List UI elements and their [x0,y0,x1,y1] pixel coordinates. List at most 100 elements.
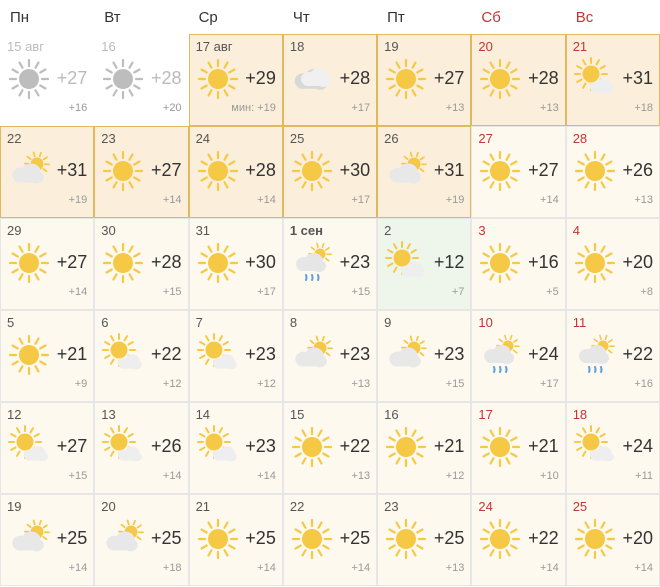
day-cell[interactable]: 23 +27+14 [94,126,188,218]
temp-low: +13 [290,470,370,482]
temps: +22 [617,345,653,366]
day-body: +21 [478,424,558,470]
weekday-header: Пн [0,0,94,34]
day-date: 24 [196,131,276,146]
day-date: 18 [290,39,370,54]
temp-low: +16 [7,102,87,114]
day-date: 18 [573,407,653,422]
temp-low: +18 [573,102,653,114]
day-body: +25 [384,516,464,562]
day-cell[interactable]: 30 +28+15 [94,218,188,310]
temp-low: +12 [101,378,181,390]
temp-high: +29 [240,69,276,87]
temp-high: +27 [51,69,87,87]
sun-icon [7,241,51,285]
weekday-header: Вс [566,0,660,34]
day-date: 15 [290,407,370,422]
day-cell[interactable]: 17 авг +29мин: +19 [189,34,283,126]
day-cell[interactable]: 9 +23+15 [377,310,471,402]
temp-high: +22 [334,437,370,455]
temps: +28 [522,69,558,90]
day-cell[interactable]: 6 +22+12 [94,310,188,402]
day-cell[interactable]: 5 +21+9 [0,310,94,402]
rain-icon [478,333,522,377]
temp-low: +17 [290,102,370,114]
day-cell[interactable]: 14 +23+14 [189,402,283,494]
temp-low: +15 [290,286,370,298]
day-date: 21 [196,499,276,514]
day-cell[interactable]: 24 +22+14 [471,494,565,586]
day-body: +26 [101,424,181,470]
day-cell[interactable]: 2 +12+7 [377,218,471,310]
day-date: 31 [196,223,276,238]
sun-icon [478,241,522,285]
day-date: 26 [384,131,464,146]
day-cell[interactable]: 31 +30+17 [189,218,283,310]
day-cell[interactable]: 13 +26+14 [94,402,188,494]
day-cell[interactable]: 16 +21+12 [377,402,471,494]
day-cell[interactable]: 21 +25+14 [189,494,283,586]
day-cell[interactable]: 25 +30+17 [283,126,377,218]
day-date: 25 [573,499,653,514]
day-date: 22 [7,131,87,146]
day-cell[interactable]: 28 +26+13 [566,126,660,218]
day-cell[interactable]: 21 +31+18 [566,34,660,126]
temps: +28 [240,161,276,182]
temps: +21 [522,437,558,458]
day-cell[interactable]: 3 +16+5 [471,218,565,310]
day-cell[interactable]: 7 +23+12 [189,310,283,402]
day-cell[interactable]: 4 +20+8 [566,218,660,310]
day-cell[interactable]: 15 +22 +13 [283,402,377,494]
day-cell[interactable]: 15 авг +27+16 [0,34,94,126]
day-body: +28 [101,56,181,102]
day-cell[interactable]: 19 +27+13 [377,34,471,126]
temps: +23 [334,253,370,274]
temps: +25 [334,529,370,550]
sun-icon [384,57,428,101]
sun-icon [196,241,240,285]
day-cell[interactable]: 11 +22+16 [566,310,660,402]
day-date: 9 [384,315,464,330]
temp-high: +31 [51,161,87,179]
temps: +25 [145,529,181,550]
day-cell[interactable]: 12 +27+15 [0,402,94,494]
suncloud-icon [573,57,617,101]
day-cell[interactable]: 20 +28+13 [471,34,565,126]
day-cell[interactable]: 26 +31+19 [377,126,471,218]
day-date: 20 [101,499,181,514]
day-body: +27 [7,240,87,286]
day-cell[interactable]: 22 +31+19 [0,126,94,218]
day-cell[interactable]: 25 +20+14 [566,494,660,586]
day-cell[interactable]: 10 +24+17 [471,310,565,402]
temp-high: +27 [51,253,87,271]
suncloud-icon [573,425,617,469]
cloud-icon [290,57,334,101]
temp-high: +26 [617,161,653,179]
day-cell[interactable]: 24 +28+14 [189,126,283,218]
day-cell[interactable]: 17 +21+10 [471,402,565,494]
temp-high: +27 [51,437,87,455]
temp-high: +12 [428,253,464,271]
day-body: +22 [101,332,181,378]
day-cell[interactable]: 1 сен +23+15 [283,218,377,310]
day-cell[interactable]: 18 +28+17 [283,34,377,126]
day-cell[interactable]: 22 +25+14 [283,494,377,586]
day-date: 21 [573,39,653,54]
suncloud-icon [7,425,51,469]
day-body: +22 [573,332,653,378]
sun-icon [573,517,617,561]
day-cell[interactable]: 8 +23+13 [283,310,377,402]
day-cell[interactable]: 27 +27+14 [471,126,565,218]
day-cell[interactable]: 16 +28+20 [94,34,188,126]
day-cell[interactable]: 18 +24+11 [566,402,660,494]
temp-high: +23 [334,345,370,363]
temps: +12 [428,253,464,274]
temp-high: +20 [617,529,653,547]
day-cell[interactable]: 23 +25+13 [377,494,471,586]
day-cell[interactable]: 19 +25+14 [0,494,94,586]
day-cell[interactable]: 29 +27+14 [0,218,94,310]
temp-high: +21 [522,437,558,455]
day-date: 14 [196,407,276,422]
day-cell[interactable]: 20 +25+18 [94,494,188,586]
day-body: +23 [384,332,464,378]
